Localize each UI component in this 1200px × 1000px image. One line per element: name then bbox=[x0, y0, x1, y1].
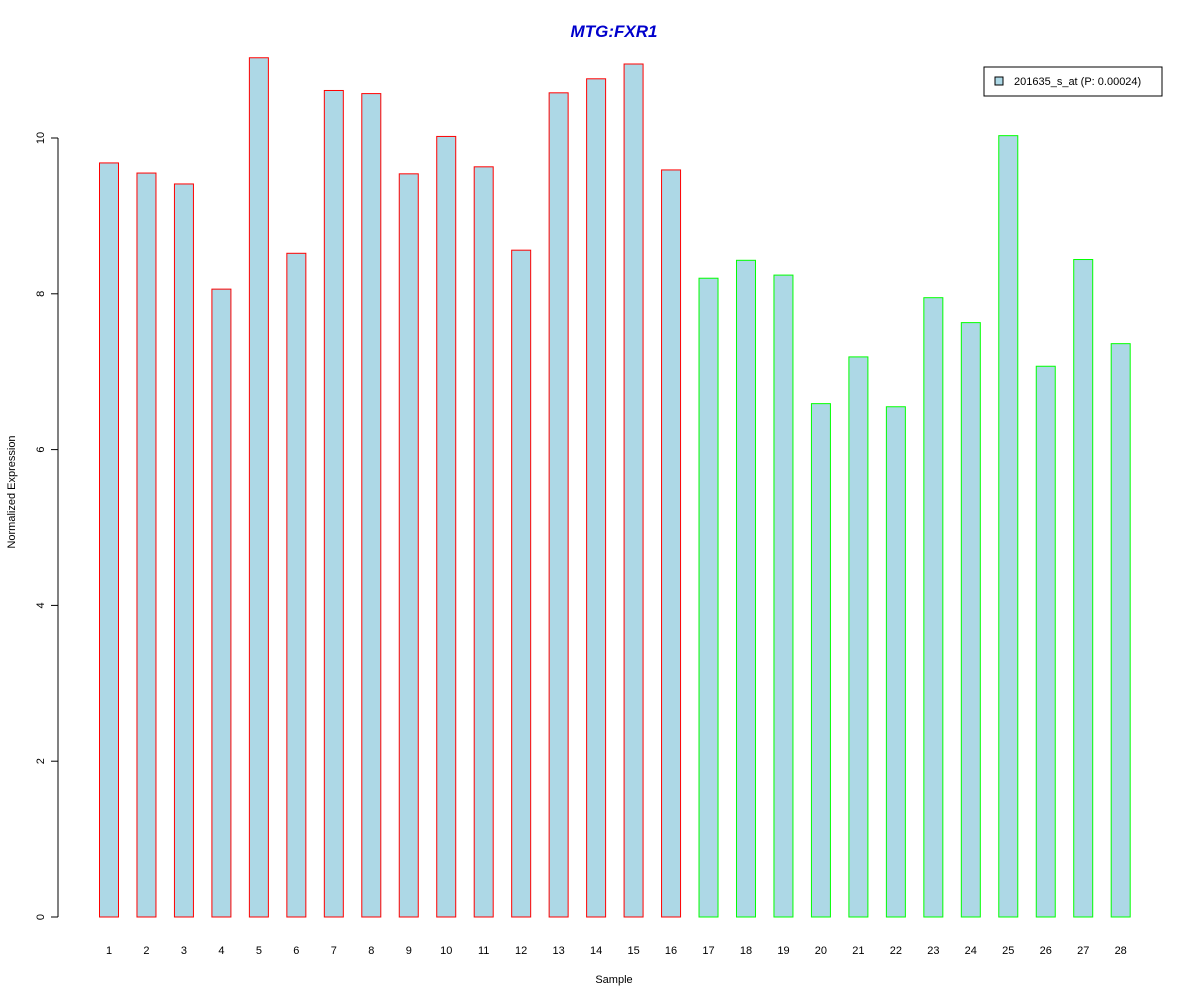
bar-sample-25 bbox=[998, 135, 1019, 918]
x-tick-label: 9 bbox=[406, 945, 412, 957]
x-tick-label: 3 bbox=[181, 945, 187, 957]
bars-group bbox=[99, 57, 1131, 918]
bar-sample-7 bbox=[323, 89, 344, 918]
bar-sample-8 bbox=[361, 93, 382, 918]
x-tick-label: 12 bbox=[515, 945, 527, 957]
bar-sample-5 bbox=[248, 57, 269, 918]
bar-sample-1 bbox=[99, 162, 119, 918]
x-tick-label: 22 bbox=[890, 945, 902, 957]
y-tick-label: 0 bbox=[35, 914, 47, 920]
bar-sample-12 bbox=[511, 249, 532, 918]
x-tick-label: 21 bbox=[852, 945, 864, 957]
y-axis: 0 2 4 6 8 10 bbox=[35, 132, 59, 920]
bar-sample-14 bbox=[586, 78, 607, 918]
bar-sample-15 bbox=[623, 63, 644, 918]
x-tick-label: 13 bbox=[553, 945, 565, 957]
x-tick-label: 14 bbox=[590, 945, 602, 957]
x-tick-label: 26 bbox=[1040, 945, 1052, 957]
bar-sample-2 bbox=[136, 172, 157, 918]
legend-label: 201635_s_at (P: 0.00024) bbox=[1014, 76, 1141, 88]
bar-sample-6 bbox=[286, 252, 307, 918]
x-tick-label: 5 bbox=[256, 945, 262, 957]
legend-box bbox=[983, 66, 1163, 97]
bar-sample-20 bbox=[810, 403, 831, 918]
x-tick-label: 7 bbox=[331, 945, 337, 957]
bar-sample-16 bbox=[661, 169, 682, 918]
x-tick-label: 11 bbox=[478, 945, 489, 957]
bar-sample-9 bbox=[398, 173, 419, 918]
y-tick-label: 4 bbox=[35, 602, 47, 608]
x-axis-label: Sample bbox=[595, 974, 632, 986]
x-tick-label: 2 bbox=[143, 945, 149, 957]
x-tick-label: 8 bbox=[368, 945, 374, 957]
bar-sample-3 bbox=[173, 183, 194, 918]
y-tick-label: 2 bbox=[35, 758, 47, 764]
bar-sample-11 bbox=[473, 166, 494, 918]
x-tick-label: 15 bbox=[627, 945, 639, 957]
bar-sample-19 bbox=[773, 274, 794, 918]
x-tick-label: 19 bbox=[777, 945, 789, 957]
bar-sample-22 bbox=[885, 406, 906, 918]
x-tick-label: 20 bbox=[815, 945, 827, 957]
y-tick-label: 8 bbox=[35, 291, 47, 297]
x-tick-labels: 1 2 3 4 5 6 7 8 9 10 11 12 13 14 15 16 17 18 19 20 21 22 23 24 2… bbox=[106, 945, 1127, 957]
y-tick-label: 6 bbox=[35, 447, 47, 453]
bar-sample-10 bbox=[436, 135, 457, 918]
bar-sample-13 bbox=[548, 92, 569, 918]
x-tick-label: 1 bbox=[106, 945, 112, 957]
y-tick-label: 10 bbox=[35, 132, 47, 144]
bar-sample-17 bbox=[698, 277, 719, 918]
x-tick-label: 23 bbox=[927, 945, 939, 957]
x-tick-label: 24 bbox=[965, 945, 977, 957]
x-tick-label: 16 bbox=[665, 945, 677, 957]
x-tick-label: 17 bbox=[702, 945, 714, 957]
bar-sample-27 bbox=[1073, 259, 1094, 918]
bar-sample-4 bbox=[211, 288, 232, 918]
x-tick-label: 4 bbox=[218, 945, 224, 957]
legend: 201635_s_at (P: 0.00024) bbox=[983, 66, 1163, 97]
x-tick-label: 27 bbox=[1077, 945, 1089, 957]
x-tick-label: 18 bbox=[740, 945, 752, 957]
x-tick-label: 10 bbox=[440, 945, 452, 957]
bar-sample-21 bbox=[848, 356, 869, 918]
chart-title: MTG:FXR1 bbox=[571, 22, 658, 41]
y-axis-label: Normalized Expression bbox=[6, 435, 18, 548]
legend-swatch bbox=[994, 76, 1004, 86]
x-tick-label: 25 bbox=[1002, 945, 1014, 957]
x-tick-label: 6 bbox=[293, 945, 299, 957]
x-tick-label: 28 bbox=[1115, 945, 1127, 957]
bar-sample-24 bbox=[960, 322, 981, 918]
bar-sample-26 bbox=[1035, 365, 1056, 918]
bar-sample-23 bbox=[923, 297, 944, 918]
bar-sample-28 bbox=[1110, 343, 1131, 918]
bar-sample-18 bbox=[735, 259, 756, 918]
